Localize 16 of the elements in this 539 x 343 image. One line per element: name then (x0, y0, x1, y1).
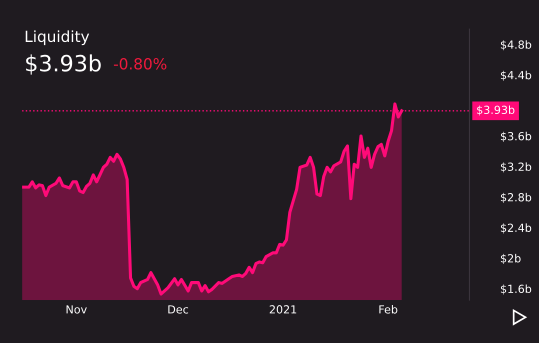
chart-title: Liquidity (26, 30, 90, 46)
y-tick-label: $2.4b (500, 223, 532, 234)
y-tick-label: $1.6b (500, 284, 532, 295)
y-tick-label: $2b (500, 254, 521, 264)
y-tick-label: $3.6b (500, 132, 532, 142)
x-tick-label: Feb (379, 304, 398, 314)
text: $3.93b (26, 54, 101, 75)
y-tick-label: $4.4b (500, 70, 532, 81)
y-tick-label: $3.2b (500, 162, 532, 172)
y-tick-label: $4.8b (500, 40, 532, 50)
x-tick-label: Dec (168, 305, 188, 314)
x-tick-label: Nov (66, 305, 87, 314)
ref-line-label: $3.93b (477, 105, 514, 116)
y-tick-label: $2.8b (500, 192, 532, 203)
x-tick-label: 2021 (270, 305, 296, 314)
annotation: -0.80% (114, 58, 166, 70)
